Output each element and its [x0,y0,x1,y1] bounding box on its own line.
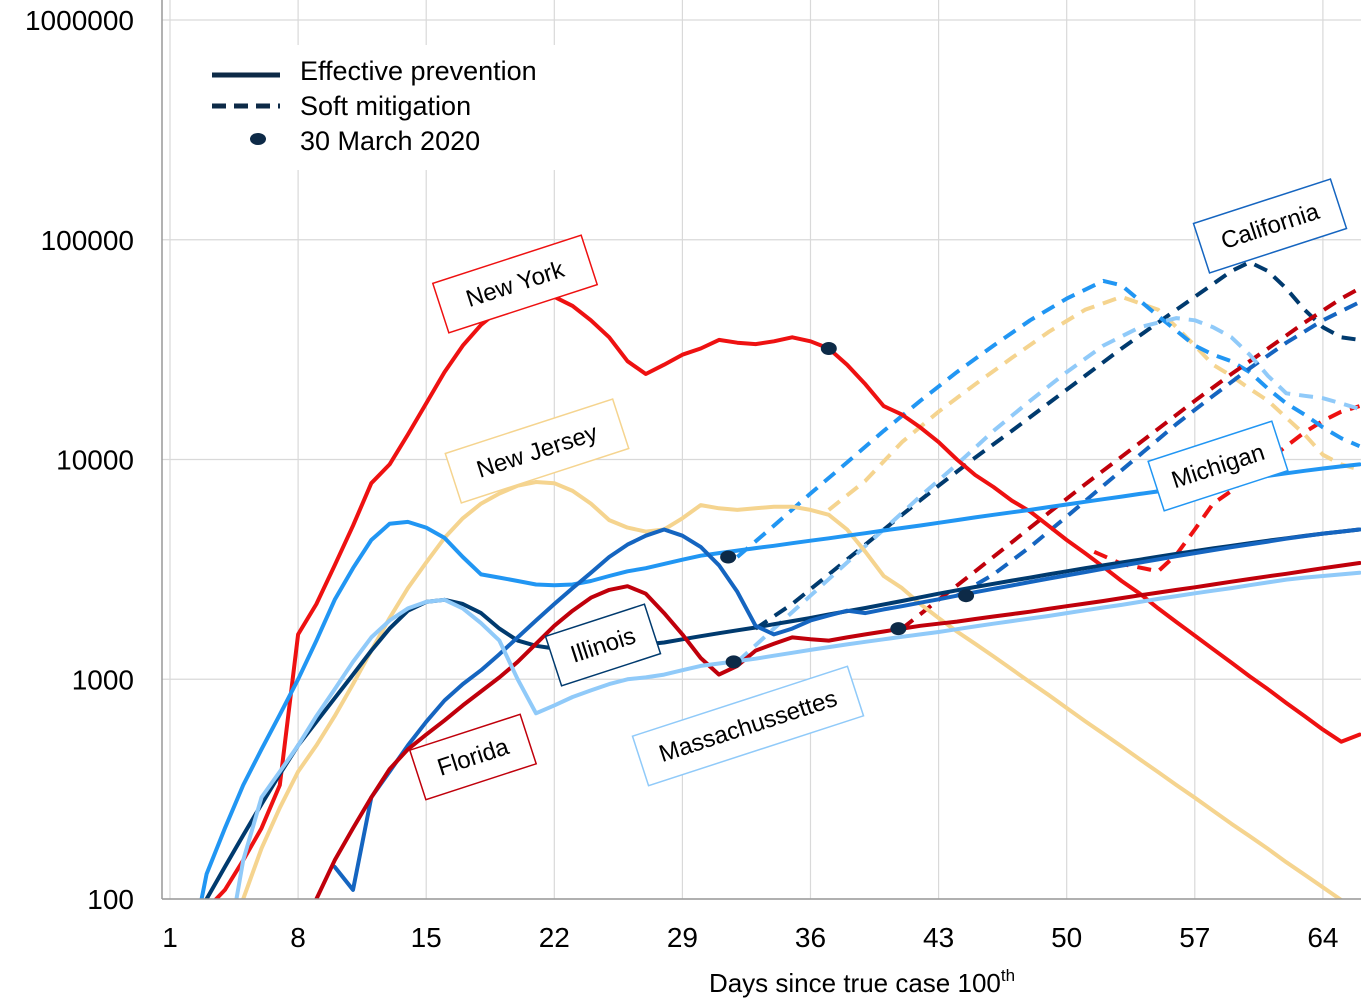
marker-layer [720,341,975,669]
marker-illinois [958,589,975,603]
y-tick-label: 100000 [41,225,134,256]
series-layer [199,260,1361,899]
series-florida-solid [314,561,1361,899]
x-axis-title-sup: th [1001,966,1015,985]
y-tick-label: 1000 [72,664,134,695]
series-florida-dashed [900,286,1361,631]
series-california-solid [204,527,1361,899]
marker-michigan [720,550,737,564]
series-massachussettes-solid [234,570,1361,899]
x-tick-label: 29 [667,922,698,953]
legend-label-soft: Soft mitigation [300,91,471,121]
series-illinois-solid [332,527,1361,892]
x-tick-label: 50 [1051,922,1082,953]
marker-new-york [820,341,837,355]
legend-label-effective: Effective prevention [300,56,537,86]
label-michigan: Michigan [1147,420,1289,512]
label-illinois: Illinois [544,603,662,687]
label-florida: Florida [408,713,538,801]
legend-label-marker: 30 March 2020 [300,126,480,156]
label-massachussettes: Massachussettes [631,665,865,787]
x-tick-label: 64 [1307,922,1338,953]
marker-massachussettes [725,655,742,669]
series-new-jersey-solid [241,480,1344,899]
x-axis-title: Days since true case 100th [709,966,1015,998]
x-tick-label: 57 [1179,922,1210,953]
x-tick-label: 36 [795,922,826,953]
series-new-york-solid [213,293,1361,899]
x-tick-label: 22 [539,922,570,953]
x-axis-title-main: Days since true case 100 [709,968,1001,998]
legend: Effective prevention Soft mitigation 30 … [200,45,570,170]
label-california: California [1192,178,1348,274]
legend-marker-swatch [250,133,266,145]
marker-florida [890,622,907,636]
series-new-jersey-dashed [827,294,1361,512]
y-tick-label: 100 [87,884,134,915]
label-new-york: New York [431,234,599,334]
series-michigan-dashed [736,278,1361,559]
series-california-dashed [754,260,1360,631]
y-tick-label: 10000 [56,445,134,476]
x-tick-label: 1 [162,922,178,953]
y-tick-label: 1000000 [25,5,134,36]
x-tick-label: 43 [923,922,954,953]
tick-labels: 1 8 15 22 29 36 43 50 57 64 100 1000 10000 100000 1000… [25,5,1338,953]
x-tick-label: 8 [290,922,306,953]
label-new-jersey: New Jersey [444,398,630,504]
series-illinois-dashed [955,300,1361,598]
x-tick-label: 15 [411,922,442,953]
